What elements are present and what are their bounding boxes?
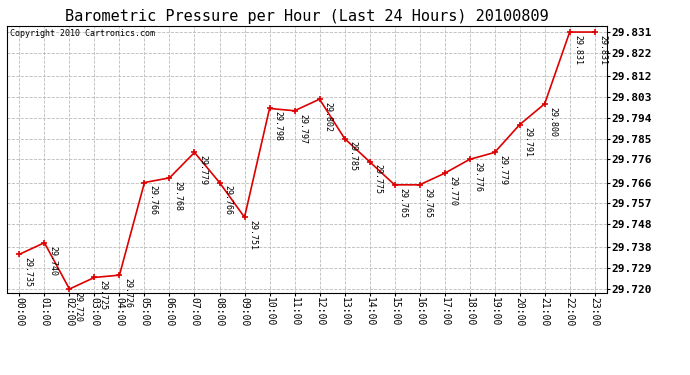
Text: 29.768: 29.768 — [174, 181, 183, 211]
Text: 29.770: 29.770 — [448, 176, 457, 206]
Text: 29.802: 29.802 — [324, 102, 333, 132]
Text: Copyright 2010 Cartronics.com: Copyright 2010 Cartronics.com — [10, 29, 155, 38]
Text: 29.831: 29.831 — [599, 35, 608, 65]
Text: 29.797: 29.797 — [299, 114, 308, 144]
Text: 29.775: 29.775 — [374, 165, 383, 195]
Text: 29.779: 29.779 — [199, 155, 208, 185]
Text: 29.766: 29.766 — [148, 185, 157, 215]
Text: 29.725: 29.725 — [99, 280, 108, 310]
Text: 29.791: 29.791 — [524, 128, 533, 158]
Text: 29.766: 29.766 — [224, 185, 233, 215]
Text: 29.785: 29.785 — [348, 141, 357, 171]
Text: 29.776: 29.776 — [474, 162, 483, 192]
Text: 29.726: 29.726 — [124, 278, 132, 308]
Text: 29.831: 29.831 — [574, 35, 583, 65]
Text: 29.779: 29.779 — [499, 155, 508, 185]
Text: 29.798: 29.798 — [274, 111, 283, 141]
Text: 29.765: 29.765 — [424, 188, 433, 218]
Title: Barometric Pressure per Hour (Last 24 Hours) 20100809: Barometric Pressure per Hour (Last 24 Ho… — [66, 9, 549, 24]
Text: 29.765: 29.765 — [399, 188, 408, 218]
Text: 29.751: 29.751 — [248, 220, 257, 250]
Text: 29.735: 29.735 — [23, 257, 32, 287]
Text: 29.800: 29.800 — [549, 106, 558, 136]
Text: 29.720: 29.720 — [74, 292, 83, 322]
Text: 29.740: 29.740 — [48, 246, 57, 276]
